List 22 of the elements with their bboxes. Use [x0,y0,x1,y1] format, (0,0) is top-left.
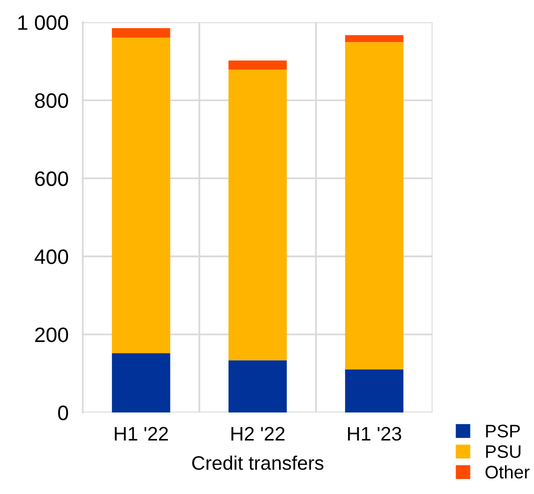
y-tick-label: 200 [35,327,68,342]
y-tick-label: 0 [58,405,68,420]
x-tick-label: H1 '22 [114,426,168,440]
legend-label: PSP [486,424,520,438]
bar [228,360,287,412]
bar [345,42,404,370]
bar [228,60,287,70]
y-tick-label: 400 [34,249,68,264]
bar [112,28,170,38]
x-tick-label: H1 '23 [348,426,402,441]
bar [345,370,404,412]
bar [228,69,287,360]
legend-label: Other [486,465,530,479]
bar [112,37,170,354]
bar [112,353,170,412]
y-tick-label: 1 000 [18,15,68,30]
y-tick-label: 600 [35,171,68,186]
x-tick-label: H2 '22 [231,426,284,440]
y-tick-label: 800 [35,93,68,108]
x-axis-title: Credit transfers [192,456,324,470]
bar [345,35,404,42]
legend-label: PSU [486,445,520,458]
